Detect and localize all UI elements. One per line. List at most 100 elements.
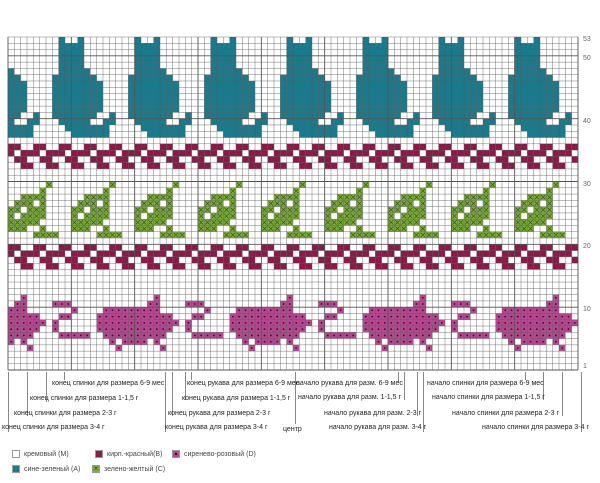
stitch-cell-M xyxy=(210,275,217,283)
stitch-cell-M xyxy=(483,300,490,308)
stitch-cell-M xyxy=(39,338,46,345)
stitch-cell-M xyxy=(160,37,167,44)
stitch-cell-M xyxy=(426,187,433,195)
cross-icon xyxy=(154,194,160,200)
stitch-cell-M xyxy=(179,238,186,245)
stitch-cell-M xyxy=(179,55,186,63)
stitch-cell-B xyxy=(400,256,407,264)
stitch-cell-M xyxy=(229,256,236,264)
stitch-cell-M xyxy=(160,225,167,232)
stitch-cell-M xyxy=(293,250,300,257)
cross-icon xyxy=(395,201,400,206)
stitch-cell-M xyxy=(153,143,160,151)
stitch-cell-A xyxy=(141,49,148,56)
stitch-cell-M xyxy=(445,319,452,327)
stitch-cell-M xyxy=(445,168,452,176)
stitch-cell-M xyxy=(356,143,363,151)
stitch-cell-M xyxy=(166,175,173,182)
stitch-cell-M xyxy=(388,238,395,245)
stitch-cell-M xyxy=(172,338,179,345)
stitch-cell-M xyxy=(84,282,91,289)
stitch-cell-B xyxy=(52,162,59,169)
stitch-cell-A xyxy=(381,37,388,44)
stitch-cell-A xyxy=(109,118,116,125)
stitch-cell-A xyxy=(527,93,534,100)
stitch-cell-M xyxy=(552,275,559,283)
stitch-cell-M xyxy=(229,156,236,163)
purl-dot-icon xyxy=(554,315,557,318)
stitch-cell-M xyxy=(552,194,559,201)
stitch-cell-A xyxy=(552,99,559,107)
stitch-cell-M xyxy=(369,162,376,169)
stitch-cell-M xyxy=(343,288,350,295)
stitch-cell-A xyxy=(521,43,528,50)
stitch-cell-A xyxy=(14,87,21,94)
cross-icon xyxy=(103,194,109,200)
stitch-cell-M xyxy=(128,219,135,226)
stitch-cell-M xyxy=(381,231,388,239)
cross-icon xyxy=(401,219,407,225)
purl-dot-icon xyxy=(453,321,456,324)
stitch-cell-M xyxy=(533,288,540,295)
purl-dot-icon xyxy=(238,328,241,331)
stitch-cell-M xyxy=(33,294,40,301)
stitch-cell-A xyxy=(318,131,325,138)
purl-dot-icon xyxy=(187,328,190,331)
purl-dot-icon xyxy=(29,321,32,324)
stitch-cell-A xyxy=(476,87,483,94)
stitch-cell-M xyxy=(160,300,167,308)
stitch-cell-A xyxy=(527,131,534,138)
stitch-cell-M xyxy=(318,49,325,56)
stitch-cell-A xyxy=(464,80,471,88)
stitch-cell-A xyxy=(153,131,160,138)
stitch-cell-M xyxy=(198,87,205,94)
stitch-cell-B xyxy=(153,263,160,270)
stitch-cell-M xyxy=(280,294,287,301)
purl-dot-icon xyxy=(516,334,519,337)
purl-dot-icon xyxy=(301,321,304,324)
stitch-cell-M xyxy=(84,263,91,270)
stitch-cell-M xyxy=(191,294,198,301)
stitch-cell-B xyxy=(274,256,281,264)
stitch-cell-M xyxy=(103,93,110,100)
stitch-cell-M xyxy=(179,288,186,295)
stitch-cell-M xyxy=(267,275,274,283)
stitch-cell-M xyxy=(343,37,350,44)
stitch-cell-M xyxy=(286,168,293,176)
stitch-cell-M xyxy=(470,313,477,320)
stitch-cell-A xyxy=(147,93,154,100)
stitch-cell-M xyxy=(261,263,268,270)
stitch-cell-M xyxy=(280,175,287,182)
stitch-cell-M xyxy=(400,74,407,81)
stitch-cell-M xyxy=(134,156,141,163)
stitch-cell-M xyxy=(255,194,262,201)
stitch-cell-M xyxy=(565,62,572,69)
stitch-cell-M xyxy=(46,187,53,195)
stitch-cell-M xyxy=(318,313,325,320)
stitch-cell-M xyxy=(495,112,502,119)
stitch-cell-M xyxy=(331,187,338,195)
stitch-cell-A xyxy=(299,93,306,100)
cross-icon xyxy=(338,194,343,200)
cross-icon xyxy=(515,226,521,231)
stitch-cell-M xyxy=(8,300,15,308)
cross-icon xyxy=(84,194,90,200)
stitch-cell-B xyxy=(476,162,483,169)
stitch-cell-M xyxy=(502,168,509,176)
stitch-cell-M xyxy=(565,288,572,295)
stitch-cell-M xyxy=(362,263,369,270)
cross-icon xyxy=(91,194,96,200)
stitch-cell-B xyxy=(58,244,65,251)
stitch-cell-M xyxy=(96,288,103,295)
stitch-cell-A xyxy=(293,87,300,94)
stitch-cell-M xyxy=(204,326,211,333)
stitch-cell-A xyxy=(369,118,376,125)
stitch-cell-M xyxy=(305,206,312,213)
stitch-cell-M xyxy=(381,175,388,182)
stitch-cell-M xyxy=(255,231,262,239)
stitch-cell-M xyxy=(305,294,312,301)
stitch-cell-M xyxy=(160,269,167,276)
stitch-cell-M xyxy=(533,187,540,195)
stitch-cell-A xyxy=(8,99,15,107)
stitch-cell-M xyxy=(483,106,490,113)
